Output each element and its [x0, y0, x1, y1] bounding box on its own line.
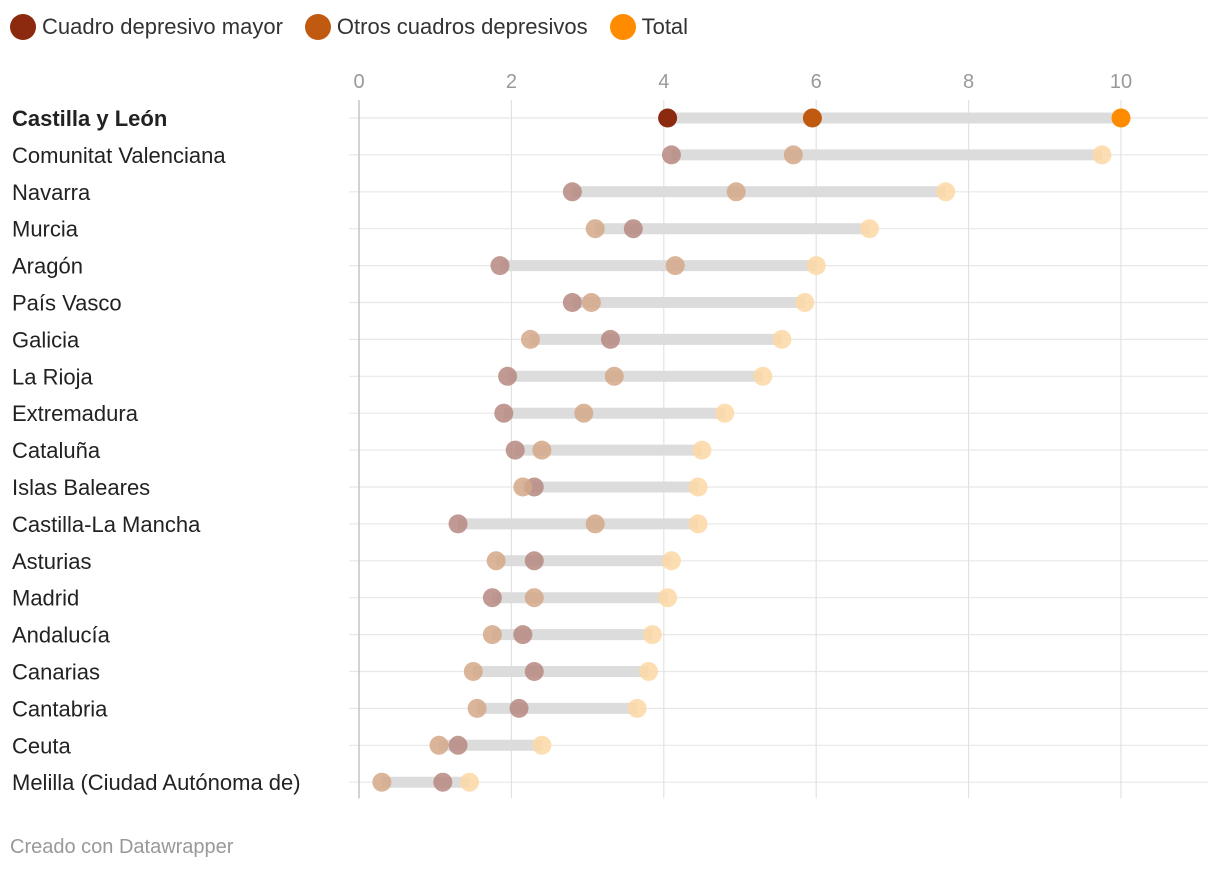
- row-label: Navarra: [12, 180, 91, 205]
- dot-major: [505, 440, 525, 460]
- dot-total: [688, 514, 708, 534]
- dot-total: [661, 551, 681, 571]
- x-tick-label: 2: [506, 71, 517, 93]
- row-label: La Rioja: [12, 364, 93, 389]
- legend-item-total[interactable]: Total: [609, 14, 689, 40]
- legend-label-total: Total: [641, 14, 689, 39]
- row-label: Castilla-La Mancha: [12, 512, 201, 537]
- dot-major: [562, 293, 582, 312]
- dot-major: [623, 219, 643, 239]
- dot-major: [494, 403, 514, 423]
- dot-other: [604, 366, 624, 386]
- dot-major: [433, 772, 453, 792]
- legend-swatch-total: [609, 14, 636, 40]
- dot-other: [585, 514, 605, 534]
- dot-other: [585, 219, 605, 239]
- dot-other: [520, 329, 540, 349]
- dot-total: [795, 293, 815, 312]
- dot-other: [429, 735, 449, 755]
- dot-other: [513, 477, 533, 497]
- row-label: Comunitat Valenciana: [12, 143, 226, 168]
- row-label: Islas Baleares: [12, 475, 150, 500]
- dot-total: [627, 698, 647, 718]
- dot-other: [783, 145, 803, 165]
- row-label: Canarias: [12, 660, 100, 685]
- dot-total: [715, 403, 735, 423]
- dot-major: [524, 551, 544, 571]
- legend: Cuadro depresivo mayor Otros cuadros dep…: [10, 12, 688, 42]
- dot-other: [467, 698, 487, 718]
- legend-swatch-major: [10, 14, 36, 40]
- legend-item-other[interactable]: Otros cuadros depresivos: [304, 14, 588, 40]
- dot-major: [661, 145, 681, 165]
- x-tick-label: 4: [658, 71, 669, 93]
- legend-label-major: Cuadro depresivo mayor: [42, 14, 283, 39]
- row-label: Ceuta: [12, 733, 71, 758]
- dot-total: [658, 588, 678, 608]
- dot-other: [482, 625, 502, 645]
- dot-total: [1111, 108, 1131, 128]
- row-label: Aragón: [12, 254, 83, 279]
- dot-major: [482, 588, 502, 608]
- x-tick-label: 8: [963, 71, 974, 93]
- row-label: País Vasco: [12, 291, 122, 316]
- dot-major: [600, 329, 620, 349]
- dot-total: [860, 219, 880, 239]
- dot-total: [532, 735, 552, 755]
- dot-other: [665, 256, 685, 276]
- dot-major: [498, 366, 518, 386]
- dot-major: [509, 698, 529, 718]
- dot-total: [806, 256, 826, 276]
- dot-major: [524, 662, 544, 681]
- dot-other: [372, 772, 392, 792]
- row-label: Madrid: [12, 586, 79, 611]
- row-label: Murcia: [12, 217, 79, 242]
- dot-total: [642, 625, 662, 645]
- dot-total: [688, 477, 708, 497]
- row-label: Cantabria: [12, 696, 108, 721]
- dot-total: [1092, 145, 1112, 165]
- dot-total: [692, 440, 712, 460]
- row-label: Galicia: [12, 327, 80, 352]
- row-label: Asturias: [12, 549, 91, 574]
- row-label: Castilla y León: [12, 106, 167, 131]
- x-tick-label: 0: [353, 71, 364, 93]
- x-tick-label: 10: [1110, 71, 1132, 93]
- dot-major: [448, 735, 468, 755]
- dot-other: [463, 662, 483, 681]
- dot-major: [448, 514, 468, 534]
- dot-other: [581, 293, 601, 312]
- dot-other: [726, 182, 746, 202]
- dot-major: [513, 625, 533, 645]
- dot-total: [772, 329, 792, 349]
- x-tick-label: 6: [811, 71, 822, 93]
- dot-other: [532, 440, 552, 460]
- dot-other: [486, 551, 506, 571]
- row-label: Extremadura: [12, 401, 139, 426]
- row-label: Melilla (Ciudad Autónoma de): [12, 770, 301, 795]
- row-label: Andalucía: [12, 623, 111, 648]
- dot-major: [658, 108, 678, 128]
- dot-total: [753, 366, 773, 386]
- legend-item-major[interactable]: Cuadro depresivo mayor: [10, 14, 283, 40]
- legend-swatch-other: [304, 14, 331, 40]
- dot-range-chart: 0 2 4 6 8 10 Castilla y León Comunitat Valencia…: [12, 71, 1208, 799]
- dot-other: [524, 588, 544, 608]
- dot-other: [574, 403, 594, 423]
- dot-total: [936, 182, 956, 202]
- legend-label-other: Otros cuadros depresivos: [336, 14, 588, 39]
- row-label: Cataluña: [12, 438, 101, 463]
- dot-major: [562, 182, 582, 202]
- dot-total: [459, 772, 479, 792]
- dot-major: [490, 256, 510, 276]
- dot-total: [639, 662, 659, 681]
- dot-other: [802, 108, 822, 128]
- footer-credit: Creado con Datawrapper: [10, 836, 234, 858]
